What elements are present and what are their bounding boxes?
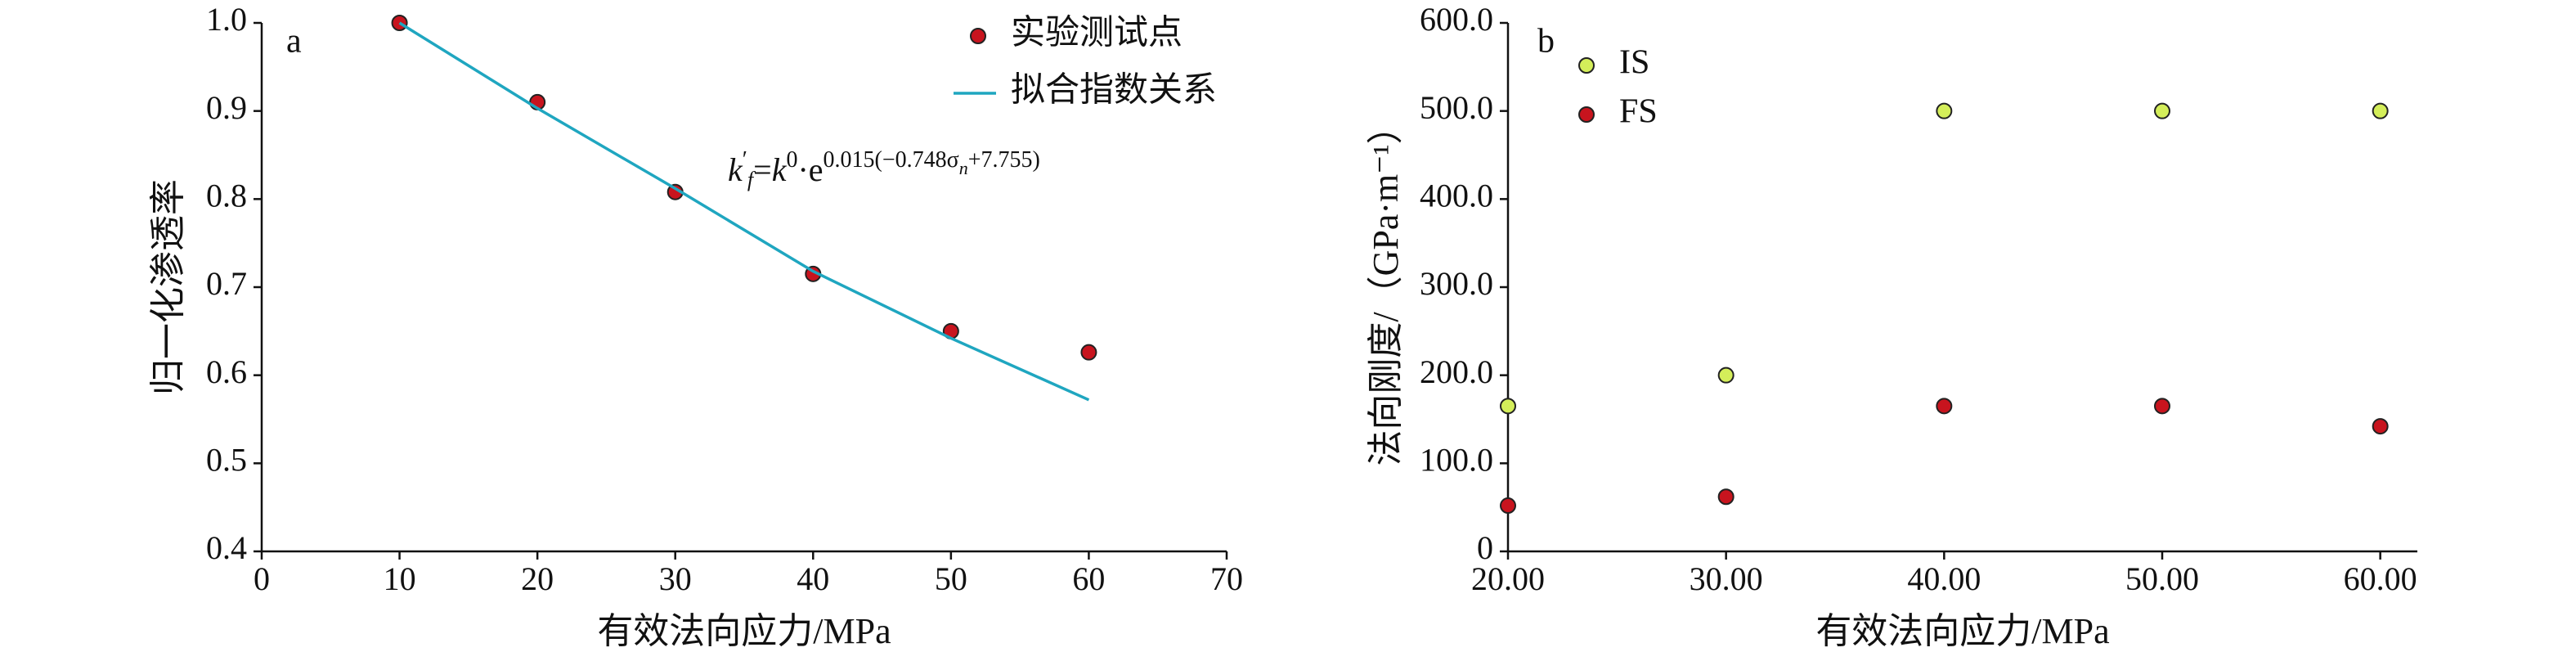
data-point bbox=[1080, 344, 1097, 361]
data-point bbox=[1500, 497, 1516, 515]
data-point bbox=[1500, 398, 1516, 415]
x-tick-label: 20 bbox=[521, 560, 554, 597]
y-tick-label: 200.0 bbox=[1420, 353, 1493, 390]
annotation-part: ′ bbox=[743, 147, 747, 173]
x-tick-label: 70 bbox=[1210, 560, 1243, 597]
x-tick-label: 50.00 bbox=[2125, 560, 2199, 597]
y-tick-label: 300.0 bbox=[1420, 265, 1493, 302]
data-point bbox=[1717, 488, 1735, 506]
fit-line bbox=[398, 21, 1090, 402]
x-tick-label: 30.00 bbox=[1690, 560, 1763, 597]
x-tick-label: 60 bbox=[1072, 560, 1105, 597]
data-point bbox=[1717, 366, 1735, 384]
data-point bbox=[2154, 102, 2170, 119]
data-point bbox=[1936, 398, 1953, 415]
y-tick-label: 500.0 bbox=[1420, 89, 1493, 126]
y-tick-label: 400.0 bbox=[1420, 178, 1493, 214]
y-tick-label: 0.4 bbox=[206, 529, 247, 566]
data-point bbox=[1936, 102, 1953, 119]
chart: 20.00 30.00 40.00 50.00 60.00 0 100.0 200.0 300.… bbox=[1366, 1, 2417, 651]
x-tick-label: 40.00 bbox=[1907, 560, 1981, 597]
annotation-part: n bbox=[959, 158, 968, 178]
x-tick-label: 30 bbox=[659, 560, 692, 597]
y-tick-label: 0.5 bbox=[206, 442, 247, 479]
annotation-part: f bbox=[747, 168, 756, 191]
annotation-part: = bbox=[753, 151, 772, 188]
legend-label: IS bbox=[1619, 44, 1649, 82]
panel-label: a bbox=[286, 23, 302, 61]
legend-marker bbox=[970, 28, 986, 44]
x-axis-label: 有效法向应力/MPa bbox=[597, 611, 891, 651]
y-tick-label: 1.0 bbox=[206, 1, 247, 38]
annotation-part: k bbox=[728, 151, 743, 188]
x-axis-label: 有效法向应力/MPa bbox=[1815, 611, 2109, 651]
x-tick-label: 60.00 bbox=[2344, 560, 2417, 597]
x-tick-label: 10 bbox=[384, 560, 416, 597]
y-tick-label: 0 bbox=[1477, 529, 1493, 566]
y-tick-label: 0.8 bbox=[206, 178, 247, 214]
chart: 0 10 20 30 40 50 60 70 0.4 0.5 0.6 0.7 0.8 0.9 1.0 有效法向… bbox=[148, 1, 1243, 651]
data-point bbox=[2372, 102, 2389, 119]
legend-label: 实验测试点 bbox=[1011, 14, 1183, 52]
legend-label: 拟合指数关系 bbox=[1011, 72, 1217, 110]
legend-label: FS bbox=[1619, 93, 1658, 131]
data-point bbox=[2154, 398, 2170, 415]
y-axis-label: 归一化渗透率 bbox=[148, 179, 188, 395]
y-tick-label: 0.7 bbox=[206, 265, 247, 302]
annotation-part: k bbox=[772, 151, 788, 188]
x-tick-label: 50 bbox=[935, 560, 967, 597]
annotation: k′f=k0·e0.015(−0.748σn+7.755) bbox=[728, 147, 1040, 191]
legend-marker bbox=[1578, 57, 1595, 74]
y-tick-label: 600.0 bbox=[1420, 1, 1493, 38]
annotation-part: +7.755) bbox=[968, 147, 1040, 173]
panel-label: b bbox=[1537, 23, 1555, 61]
y-tick-label: 100.0 bbox=[1420, 442, 1493, 479]
annotation-part: 0.015(−0.748σ bbox=[824, 147, 959, 173]
x-tick-label: 40 bbox=[797, 560, 829, 597]
legend-marker bbox=[1578, 106, 1595, 123]
annotation-part: ·e bbox=[797, 151, 823, 188]
x-tick-label: 0 bbox=[254, 560, 270, 597]
annotation-part: 0 bbox=[786, 147, 797, 173]
x-tick-label: 20.00 bbox=[1471, 560, 1545, 597]
data-point bbox=[2372, 418, 2389, 435]
y-tick-label: 0.6 bbox=[206, 353, 247, 390]
y-tick-label: 0.9 bbox=[206, 89, 247, 126]
y-axis-label: 法向刚度/（GPa·m⁻¹） bbox=[1366, 108, 1406, 465]
